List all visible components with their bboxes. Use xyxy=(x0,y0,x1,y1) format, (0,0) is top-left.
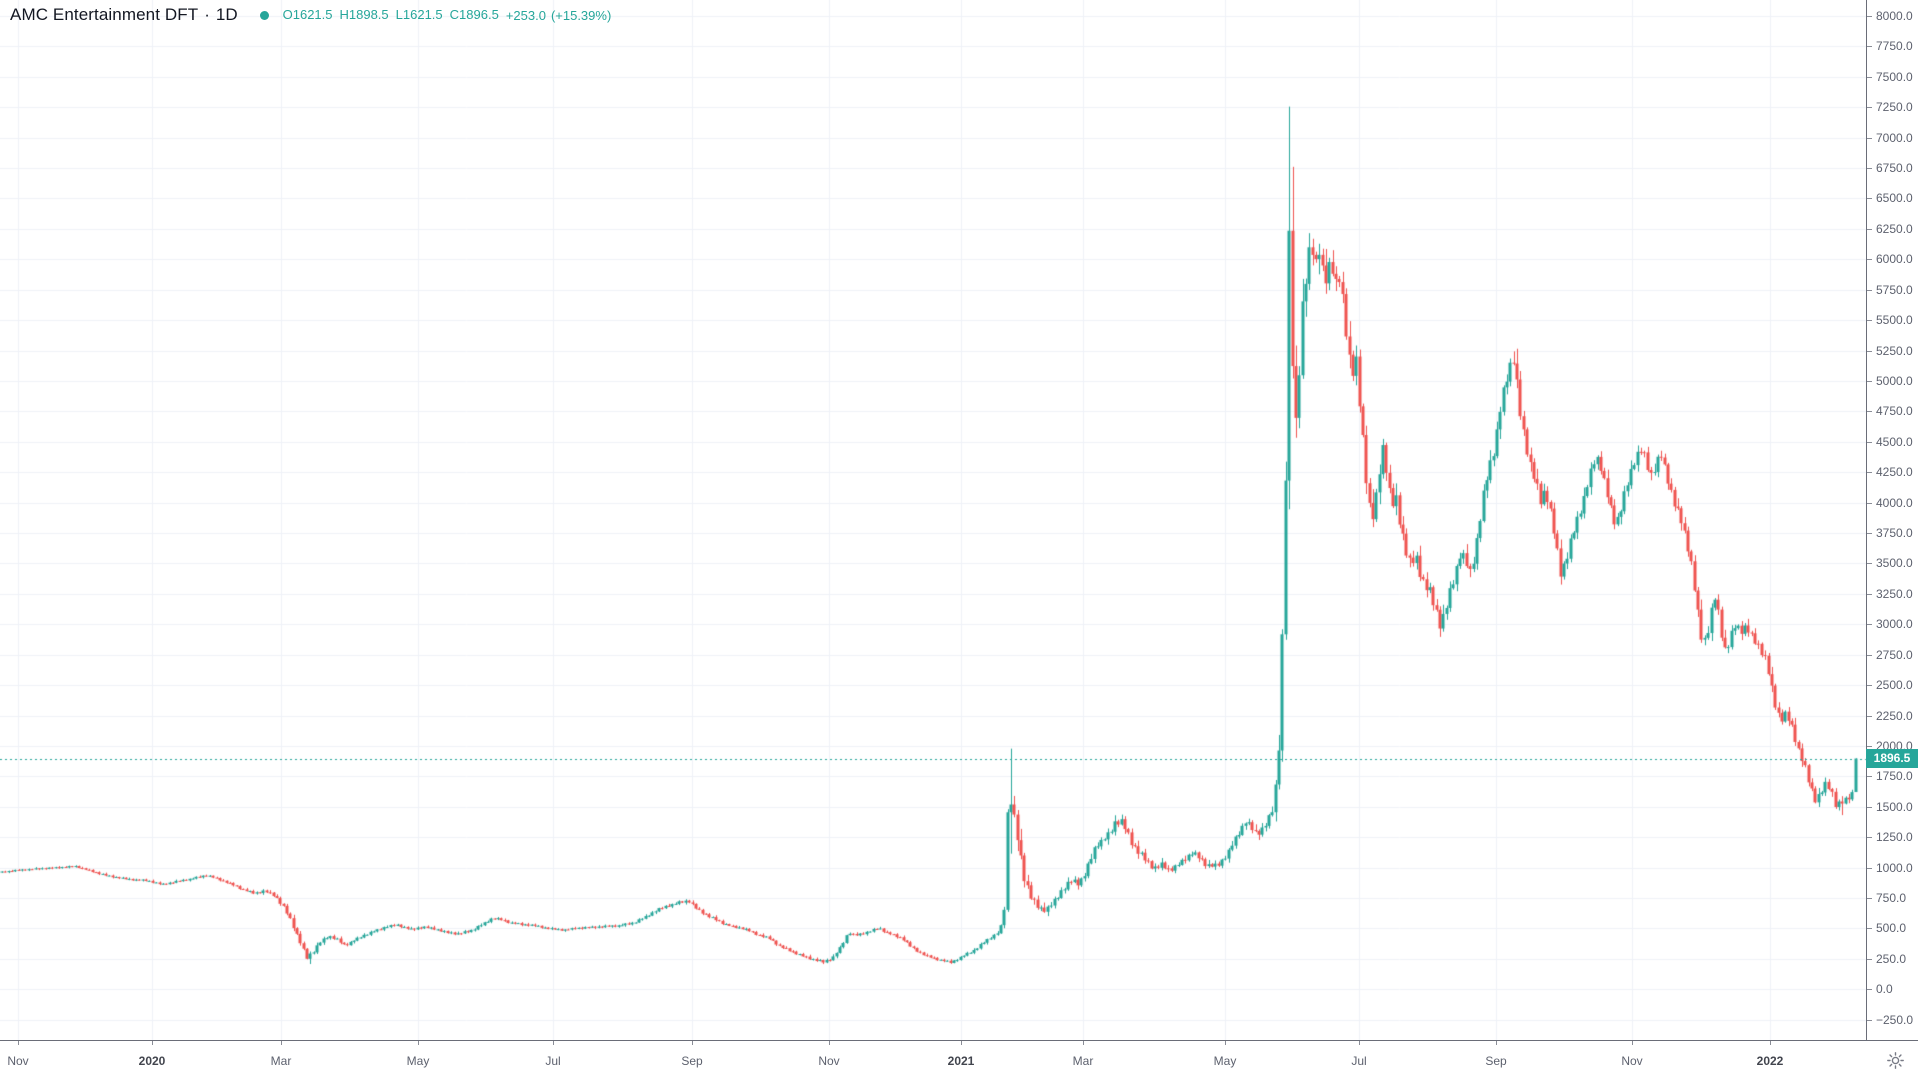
last-price-label: 1896.5 xyxy=(1866,749,1918,769)
ohlc-low: L1621.5 xyxy=(395,7,443,22)
change-percent: (+15.39%) xyxy=(550,7,612,23)
ohlc-high: H1898.5 xyxy=(339,7,389,22)
gear-icon[interactable] xyxy=(1884,1049,1906,1071)
interval-label[interactable]: 1D xyxy=(215,5,238,24)
series-marker-dot-icon xyxy=(259,10,269,20)
price-axis[interactable]: 8000.0 7750.0 7500.0 7250.0 7000.0 6750.0 6500… xyxy=(1866,0,1918,1040)
title-separator: · xyxy=(204,5,210,24)
ohlc-close: C1896.5 xyxy=(449,7,499,22)
ohlc-open: O1621.5 xyxy=(282,7,333,22)
chart-legend: AMC Entertainment DFT · 1D O1621.5 H1898.… xyxy=(10,5,616,25)
ohlc-values: O1621.5 H1898.5 L1621.5 C1896.5 xyxy=(283,6,506,24)
symbol-title[interactable]: AMC Entertainment DFT xyxy=(10,5,199,24)
time-axis[interactable]: Nov 2020 Mar May Jul Sep Nov 2021 Mar May Jul Sep No… xyxy=(0,1040,1918,1079)
change-absolute: +253.0 xyxy=(505,7,546,23)
